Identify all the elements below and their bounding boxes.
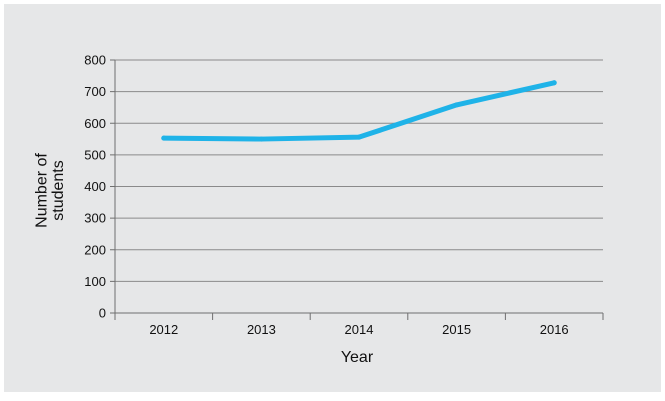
chart-background	[4, 4, 661, 392]
data-point-2013	[258, 136, 264, 142]
y-tick-label-100: 100	[84, 274, 106, 289]
x-tick-label-2012: 2012	[149, 322, 178, 337]
y-tick-labels: 0 100 200 300 400 500 600 700 800	[84, 53, 106, 321]
series-layer	[161, 80, 557, 142]
y-tick-label-400: 400	[84, 179, 106, 194]
x-tick-label-2016: 2016	[540, 322, 569, 337]
data-point-2016	[551, 80, 557, 86]
y-tick-label-500: 500	[84, 147, 106, 162]
y-tick-label-600: 600	[84, 116, 106, 131]
x-tick-label-2015: 2015	[442, 322, 471, 337]
data-point-2015	[454, 102, 460, 108]
y-tick-label-0: 0	[99, 306, 106, 321]
data-point-2014	[356, 134, 362, 140]
x-tick-labels: 2012 2013 2014 2015 2016	[149, 322, 568, 337]
x-axis-title: Year	[341, 349, 374, 366]
y-tick-label-300: 300	[84, 211, 106, 226]
y-tick-label-800: 800	[84, 53, 106, 68]
x-tick-label-2013: 2013	[247, 322, 276, 337]
data-point-2012	[161, 135, 167, 141]
y-tick-label-700: 700	[84, 84, 106, 99]
x-tick-label-2014: 2014	[345, 322, 374, 337]
axes	[110, 59, 604, 320]
y-tick-label-200: 200	[84, 242, 106, 257]
y-axis-title: Number ofstudents	[33, 153, 67, 228]
